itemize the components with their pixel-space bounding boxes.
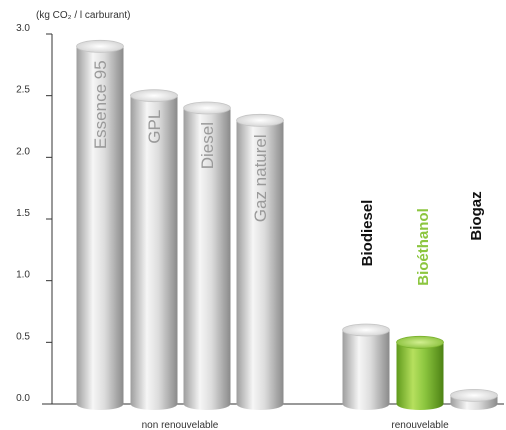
bars: Essence 95 GPL Diesel Gaz naturel Biodiesel B…	[76, 39, 498, 411]
category-label: Biogaz	[468, 191, 485, 240]
y-tick-label: 1.0	[16, 270, 30, 281]
group-label: non renouvelable	[142, 420, 219, 430]
category-label: Bioéthanol	[415, 208, 432, 286]
bar-body	[342, 330, 390, 410]
y-tick-label: 0.0	[16, 393, 30, 404]
bar-body	[130, 95, 178, 411]
y-tick-label: 2.5	[16, 85, 30, 96]
bar-top	[396, 335, 444, 349]
bar-body	[396, 342, 444, 410]
bar-top	[76, 39, 124, 53]
bar-diesel	[183, 101, 231, 410]
y-axis-label: (kg CO₂ / l carburant)	[36, 10, 130, 21]
group-labels: non renouvelable renouvelable	[142, 420, 449, 430]
bar-top	[236, 113, 284, 127]
bar-biogaz	[450, 388, 498, 410]
bar-essence-95	[76, 39, 124, 410]
bar-biodiesel	[342, 323, 390, 410]
bar-body	[236, 120, 284, 410]
y-tick-label: 0.5	[16, 331, 30, 342]
bar-gpl	[130, 89, 178, 411]
group-label: renouvelable	[391, 420, 449, 430]
bar-body	[76, 46, 124, 410]
bar-top	[450, 388, 498, 402]
category-label: Biodiesel	[359, 200, 376, 267]
bar-bio-thanol	[396, 335, 444, 410]
category-label: Diesel	[198, 122, 217, 169]
y-tick-label: 3.0	[16, 23, 30, 34]
bar-top	[130, 89, 178, 103]
category-label: Gaz naturel	[251, 134, 270, 222]
y-tick-label: 1.5	[16, 208, 30, 219]
category-label: GPL	[145, 110, 164, 144]
bar-top	[183, 101, 231, 115]
bar-body	[183, 108, 231, 410]
y-axis-ticks: 0.0 0.5 1.0 1.5 2.0 2.5 3.0	[16, 23, 52, 405]
bar-gaz-naturel	[236, 113, 284, 410]
category-label: Essence 95	[91, 60, 110, 149]
y-tick-label: 2.0	[16, 146, 30, 157]
bar-top	[342, 323, 390, 337]
